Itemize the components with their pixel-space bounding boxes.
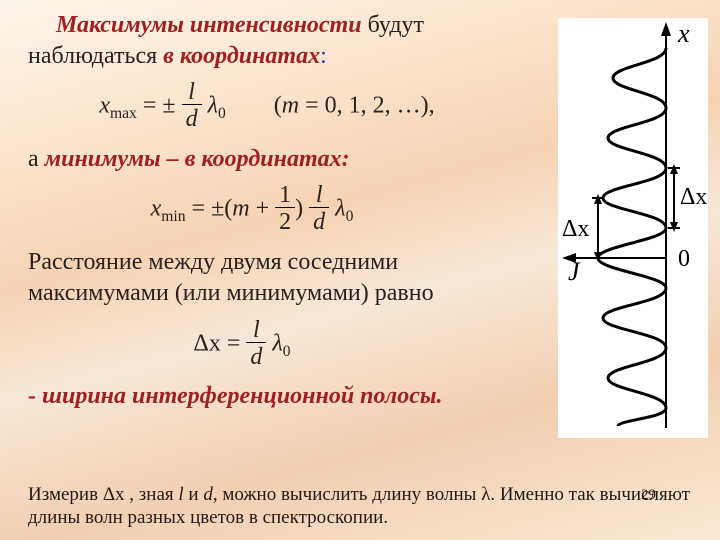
deltax-left-label: Δx [562,216,589,242]
origin-label: 0 [678,246,690,272]
text-minima: минимумы – в координатах: [45,146,350,172]
text-colon: : [320,43,327,69]
formula-xmin: xmin = ±(m + 12) ld λ0 [0,183,536,237]
page-number: 29 [641,487,656,504]
formula-deltax: Δx = ld λ0 [0,318,536,372]
text-willbe: будут [362,12,424,38]
text-observed: наблюдаться [28,43,163,69]
axis-j-label: J [568,257,581,286]
axis-x-label: x [677,19,690,48]
text-fringewidth: - ширина интерференционной полосы. [28,381,536,412]
formula-xmax: xmax = ± ld λ0 (m = 0, 1, 2, …), [0,80,536,134]
paragraph-2: а минимумы – в координатах: [28,144,536,175]
footer-note: Измерив Δx , зная l и d, можно вычислить… [28,483,700,531]
deltax-right-label: Δx [680,184,707,210]
intensity-diagram: x J 0 Δx Δx [558,18,708,438]
paragraph-3: Расстояние между двумя соседними максиму… [28,247,536,309]
text-coords: в координатах [163,43,320,69]
paragraph-1: Максимумы интенсивности будут наблюдатьс… [28,10,536,72]
text-maxima: Максимумы интенсивности [56,12,362,38]
